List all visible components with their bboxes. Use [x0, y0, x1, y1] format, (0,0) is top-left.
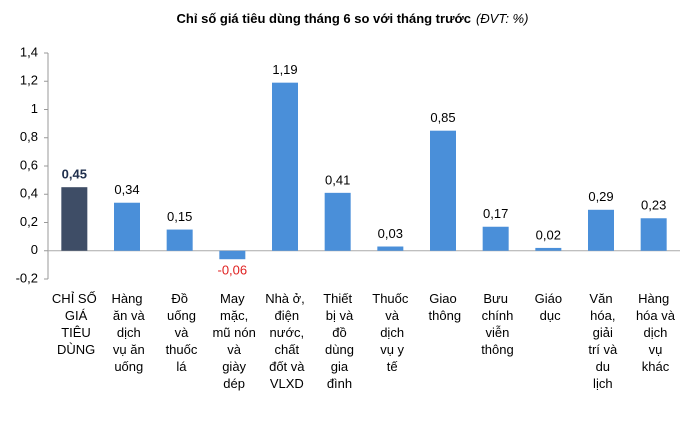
bar [272, 82, 298, 251]
value-label: 0,17 [483, 206, 508, 221]
value-label: 1,19 [272, 62, 297, 77]
bar [219, 250, 246, 260]
chart-unit: (ĐVT: %) [476, 11, 528, 26]
x-tick-label: Đồ uống và thuốc lá [162, 291, 198, 374]
value-label: 0,34 [114, 182, 139, 197]
x-tick-label: Văn hóa, giải trí và du lịch [585, 291, 618, 391]
y-tick-label: -0,2 [16, 270, 38, 285]
y-tick-label: 0,4 [20, 186, 38, 201]
bar [324, 192, 351, 251]
value-label: 0,15 [167, 209, 192, 224]
value-label: 0,03 [378, 226, 403, 241]
bar [377, 246, 404, 251]
y-tick-label: 0,8 [20, 129, 38, 144]
bar [535, 247, 562, 251]
x-tick-label: Thuốc và dịch vụ y tế [372, 291, 409, 374]
value-label: 0,23 [641, 198, 666, 213]
y-tick-label: 0 [31, 242, 38, 257]
x-tick-label: Bưu chính viễn thông [478, 291, 514, 357]
y-tick-label: 0,6 [20, 157, 38, 172]
value-label: 0,02 [536, 227, 561, 242]
value-label: 0,85 [430, 110, 455, 125]
bar [588, 209, 614, 251]
value-label: 0,41 [325, 172, 350, 187]
value-label: -0,06 [218, 263, 248, 278]
value-label: 0,29 [588, 189, 613, 204]
y-tick-label: 1,2 [20, 73, 38, 88]
x-tick-label: Giáo dục [535, 291, 562, 323]
bar [61, 187, 88, 251]
bar [640, 218, 667, 251]
x-tick-label: Hàng ăn và dịch vụ ăn uống [109, 291, 145, 374]
x-tick-label: CHỈ SỐ GIÁ TIÊU DÙNG [52, 291, 97, 357]
x-tick-label: Thiết bị và đồ dùng gia đình [321, 291, 354, 391]
bar [430, 130, 456, 251]
x-tick-label: Hàng hóa và dịch vụ khác [632, 291, 675, 374]
y-tick-label: 1 [31, 101, 38, 116]
value-label: 0,45 [62, 167, 87, 182]
y-tick-label: 1,4 [20, 44, 38, 59]
x-tick-label: Nhà ở, điện nước, chất đốt và VLXD [265, 291, 305, 391]
chart-title-line: Chỉ số giá tiêu dùng tháng 6 so với thán… [177, 11, 529, 26]
x-tick-label: May mặc, mũ nón và giày dép [209, 291, 256, 391]
y-tick-label: 0,2 [20, 214, 38, 229]
bar [482, 226, 509, 251]
x-tick-label: Giao thông [425, 291, 461, 323]
chart-title: Chỉ số giá tiêu dùng tháng 6 so với thán… [177, 11, 471, 26]
bar [114, 202, 140, 251]
bar [166, 229, 193, 251]
